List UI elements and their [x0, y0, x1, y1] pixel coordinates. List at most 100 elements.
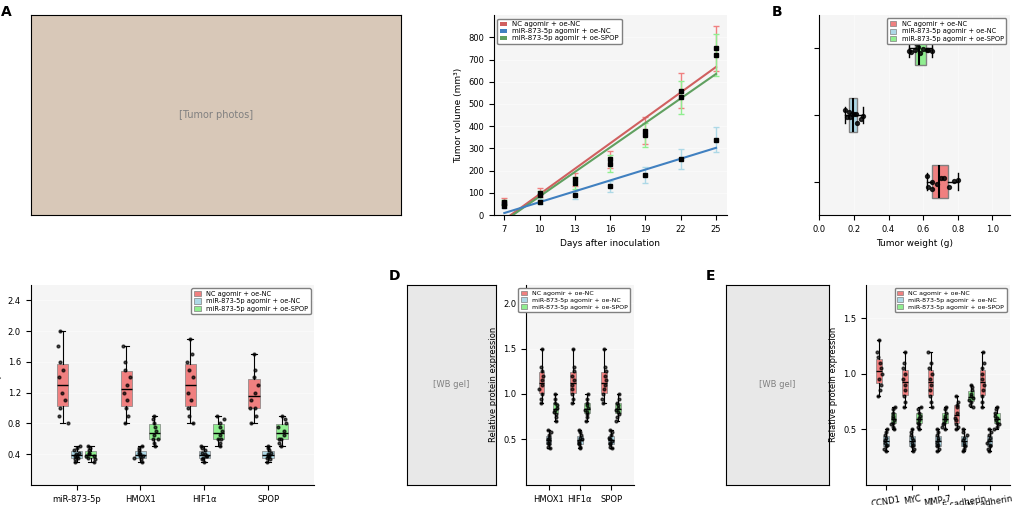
Point: [904, 445, 920, 453]
Point: [114, 342, 130, 350]
Point: [603, 440, 620, 448]
Y-axis label: Relative protein expression: Relative protein expression: [827, 327, 837, 442]
Point: [979, 434, 996, 442]
Point: [130, 442, 147, 450]
Point: [869, 370, 886, 378]
Point: [878, 442, 895, 450]
Point: [56, 419, 72, 427]
Point: [847, 114, 863, 122]
Point: [179, 366, 196, 374]
PathPatch shape: [545, 435, 551, 444]
Point: [954, 434, 970, 442]
Point: [274, 416, 290, 424]
Point: [532, 344, 548, 352]
Point: [541, 444, 557, 452]
Point: [602, 426, 619, 434]
Point: [980, 442, 997, 450]
Point: [922, 392, 938, 400]
PathPatch shape: [135, 451, 146, 458]
Point: [142, 423, 158, 431]
Point: [81, 448, 97, 457]
Point: [261, 458, 277, 466]
Point: [53, 412, 69, 420]
Point: [882, 423, 899, 431]
Point: [876, 431, 893, 439]
Point: [602, 439, 619, 447]
Point: [911, 403, 927, 411]
Point: [927, 431, 944, 439]
Point: [578, 406, 594, 414]
Point: [246, 396, 262, 405]
Point: [974, 364, 990, 372]
Text: E: E: [705, 269, 714, 283]
Point: [987, 419, 1004, 427]
Point: [904, 442, 920, 450]
Point: [533, 399, 549, 407]
Point: [564, 376, 580, 384]
Point: [211, 438, 227, 446]
Point: [601, 428, 618, 436]
Point: [68, 446, 85, 454]
Point: [842, 105, 858, 113]
Point: [975, 347, 991, 356]
Point: [609, 390, 626, 398]
Point: [962, 403, 978, 411]
Point: [609, 406, 626, 414]
Point: [878, 441, 895, 449]
Point: [869, 392, 886, 400]
Point: [930, 447, 947, 456]
Point: [540, 440, 556, 448]
Point: [120, 366, 137, 374]
Point: [272, 438, 288, 446]
Point: [877, 447, 894, 456]
PathPatch shape: [994, 414, 999, 424]
Point: [887, 420, 903, 428]
Point: [876, 427, 893, 435]
PathPatch shape: [953, 406, 959, 423]
Point: [877, 445, 894, 453]
Point: [980, 427, 997, 435]
Point: [843, 118, 859, 126]
Text: [WB gel]: [WB gel]: [433, 380, 470, 389]
Point: [919, 47, 935, 55]
Point: [919, 171, 935, 179]
Point: [182, 350, 199, 358]
Point: [973, 381, 989, 389]
Point: [211, 435, 227, 443]
Point: [934, 176, 951, 184]
Point: [534, 390, 550, 398]
Point: [902, 438, 918, 446]
Point: [929, 427, 946, 435]
Point: [577, 413, 593, 421]
Point: [911, 47, 927, 55]
Point: [53, 373, 69, 381]
Point: [540, 435, 556, 443]
Point: [978, 447, 995, 456]
Point: [937, 412, 954, 420]
PathPatch shape: [149, 424, 160, 439]
Point: [546, 399, 562, 407]
Point: [68, 451, 85, 460]
PathPatch shape: [890, 414, 896, 424]
Point: [987, 414, 1004, 422]
Point: [194, 456, 210, 464]
Point: [215, 419, 231, 427]
Point: [895, 386, 911, 394]
Point: [986, 412, 1003, 420]
Point: [896, 375, 912, 383]
Point: [69, 448, 86, 457]
Point: [579, 401, 595, 409]
Point: [981, 425, 998, 433]
Point: [56, 358, 72, 366]
Point: [896, 370, 912, 378]
Point: [579, 390, 595, 398]
Point: [911, 409, 927, 417]
Point: [595, 394, 611, 402]
Point: [936, 425, 953, 433]
Point: [571, 439, 587, 447]
Point: [184, 419, 201, 427]
Point: [883, 409, 900, 417]
Point: [55, 388, 71, 396]
Point: [538, 426, 554, 434]
Point: [909, 49, 925, 58]
